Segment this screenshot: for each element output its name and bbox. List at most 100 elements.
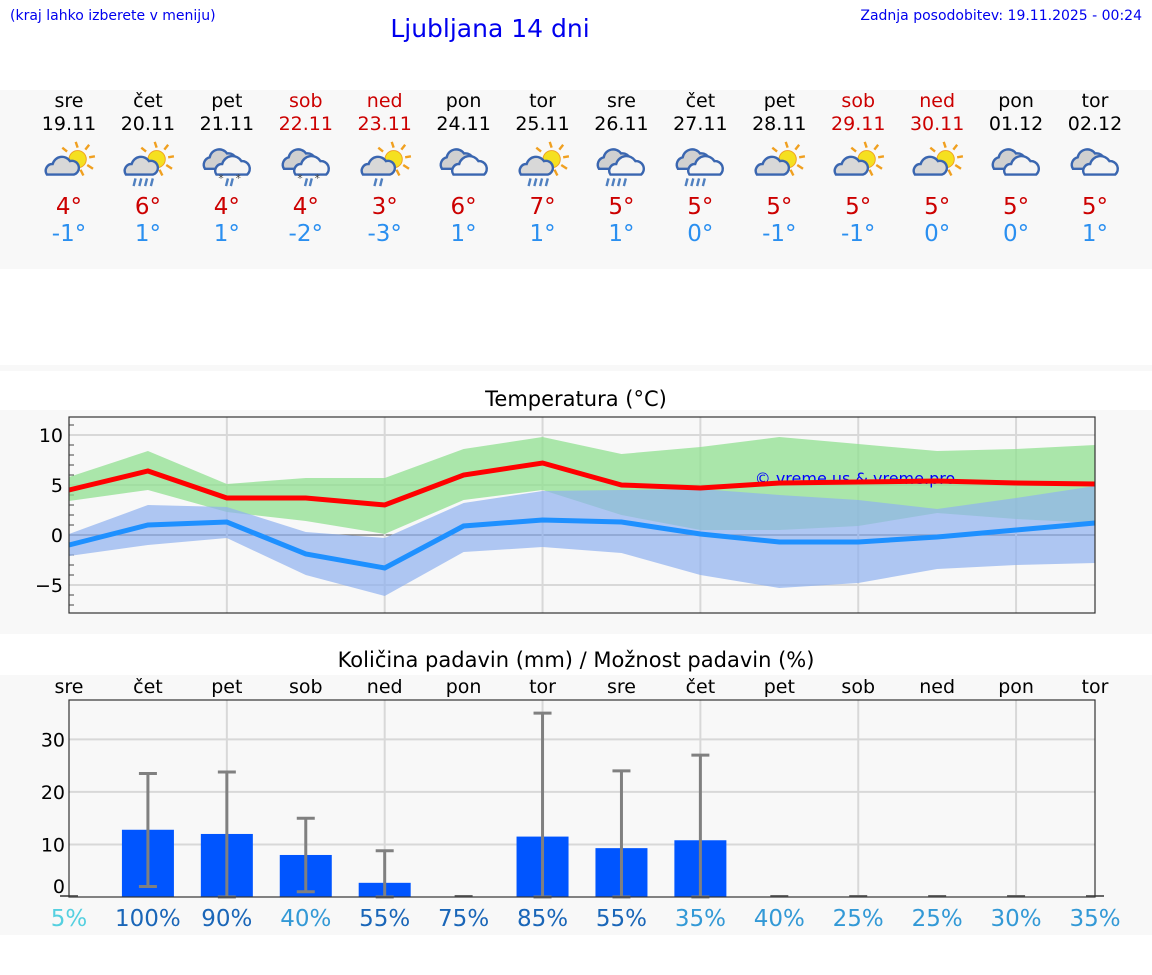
min-temp: -3° (367, 221, 402, 247)
precip-probability: 90% (201, 906, 252, 932)
sun-cloud-icon (754, 141, 806, 177)
precip-probability: 40% (280, 906, 331, 932)
day-column: pet 21.11 * * 4° 1° (187, 90, 266, 248)
max-temp: 6° (450, 194, 477, 220)
precipitation-chart: 0 10 20 30 sre čet pet sob ned pon tor sre čet pet sob… (41, 676, 1121, 932)
day-name: pon (998, 90, 1034, 112)
day-date: 29.11 (831, 113, 886, 135)
day-column: ned 30.11 5° 0° (898, 90, 977, 248)
max-temp: 4° (213, 194, 240, 220)
day-name: tor (529, 90, 556, 112)
precip-probability: 75% (438, 906, 489, 932)
min-temp: -1° (51, 221, 87, 247)
day-date: 25.11 (515, 113, 570, 135)
min-temp: -2° (288, 221, 323, 247)
day-name: čet (685, 90, 716, 112)
y-tick-label: 20 (41, 782, 65, 804)
temperature-chart-title: Temperatura (°C) (485, 387, 667, 411)
x-day-label: sob (289, 676, 323, 698)
min-temp: 1° (529, 221, 556, 247)
location-hint: (kraj lahko izberete v meniju) (10, 8, 216, 24)
y-tick-label: 0 (53, 876, 65, 898)
day-name: pon (445, 90, 482, 112)
day-name: sob (841, 90, 876, 112)
min-temp: 0° (1002, 221, 1030, 247)
plot-frame (68, 699, 1096, 898)
min-temp: 1° (608, 221, 635, 247)
min-temp-line (68, 517, 1096, 571)
min-temp: 1° (213, 221, 240, 247)
day-column: tor 25.11 7° 1° (503, 90, 582, 248)
day-name: ned (366, 90, 403, 112)
day-column: sre 19.11 4° -1° (30, 90, 109, 248)
day-column: pon 01.12 5° 0° (977, 90, 1056, 248)
x-day-label: ned (919, 676, 955, 698)
day-column: ned 23.11 3° -3° (345, 90, 424, 248)
day-column: sob 22.11 * * 4° -2° (266, 90, 345, 248)
day-column: pon 24.11 6° 1° (424, 90, 503, 248)
day-name: čet (133, 90, 163, 112)
clouds-rain-icon (675, 148, 725, 187)
max-temp: 4° (55, 194, 83, 220)
day-date: 24.11 (436, 113, 491, 135)
y-tick-label: 30 (41, 729, 65, 751)
day-name: sre (54, 90, 84, 112)
day-column: pet 28.11 5° -1° (740, 90, 819, 248)
min-temp: 1° (134, 221, 161, 247)
day-date: 30.11 (909, 113, 965, 135)
precip-probability: 35% (1069, 906, 1120, 932)
day-date: 22.11 (278, 113, 333, 135)
clouds-icon (439, 148, 488, 176)
page-title: Ljubljana 14 dni (390, 14, 590, 43)
daily-forecast-strip: sre 19.11 4° -1° čet 20.11 6° 1° pet 21.11… (0, 90, 1152, 269)
clouds-rain-icon (597, 148, 646, 187)
max-temp: 5° (766, 194, 793, 220)
svg-text:*: * (314, 173, 319, 185)
max-temp: 5° (608, 194, 635, 220)
x-day-label: ned (367, 676, 403, 698)
clouds-sleet-icon: * * (281, 148, 330, 187)
clouds-icon (991, 148, 1041, 176)
precip-probability: 5% (51, 906, 88, 932)
sun-cloud-light-rain-icon (360, 141, 411, 187)
plot-frame (68, 416, 1096, 614)
precip-probability: 25% (912, 906, 963, 932)
x-day-label: sre (55, 676, 84, 698)
day-name: pet (211, 90, 243, 112)
x-day-label: tor (1082, 676, 1109, 698)
day-date: 26.11 (594, 113, 649, 135)
y-tick-label: −5 (35, 575, 63, 597)
day-date: 28.11 (752, 113, 807, 135)
y-tick-label: 5 (51, 475, 63, 497)
day-name: sre (606, 90, 636, 112)
max-temp: 5° (845, 194, 872, 220)
day-column: tor 02.12 5° 1° (1056, 90, 1135, 248)
last-updated: Zadnja posodobitev: 19.11.2025 - 00:24 (860, 8, 1142, 24)
clouds-sleet-icon: * * (202, 148, 251, 187)
svg-text:*: * (218, 173, 223, 185)
precip-probability: 55% (359, 906, 410, 932)
sun-cloud-icon (44, 141, 96, 177)
min-temp: 0° (924, 221, 951, 247)
day-date: 27.11 (673, 113, 728, 135)
precip-probability: 25% (833, 906, 884, 932)
y-tick-label: 10 (39, 425, 63, 447)
day-column: sre 26.11 5° 1° (582, 90, 661, 248)
day-name: tor (1081, 90, 1109, 112)
clouds-icon (1070, 148, 1119, 176)
day-name: ned (919, 90, 956, 112)
max-temp: 4° (292, 194, 319, 220)
min-temp-band (69, 486, 1095, 596)
day-date: 23.11 (357, 113, 412, 135)
precip-probability: 35% (675, 906, 726, 932)
sun-cloud-icon (833, 141, 885, 177)
max-temp: 5° (687, 194, 714, 220)
x-day-label: čet (133, 676, 163, 698)
day-column: čet 27.11 5° 0° (661, 90, 740, 248)
precip-probability: 85% (517, 906, 568, 932)
max-temp: 5° (1081, 194, 1109, 220)
x-day-label: pon (446, 676, 482, 698)
day-date: 21.11 (199, 113, 255, 135)
precip-probability: 55% (596, 906, 647, 932)
